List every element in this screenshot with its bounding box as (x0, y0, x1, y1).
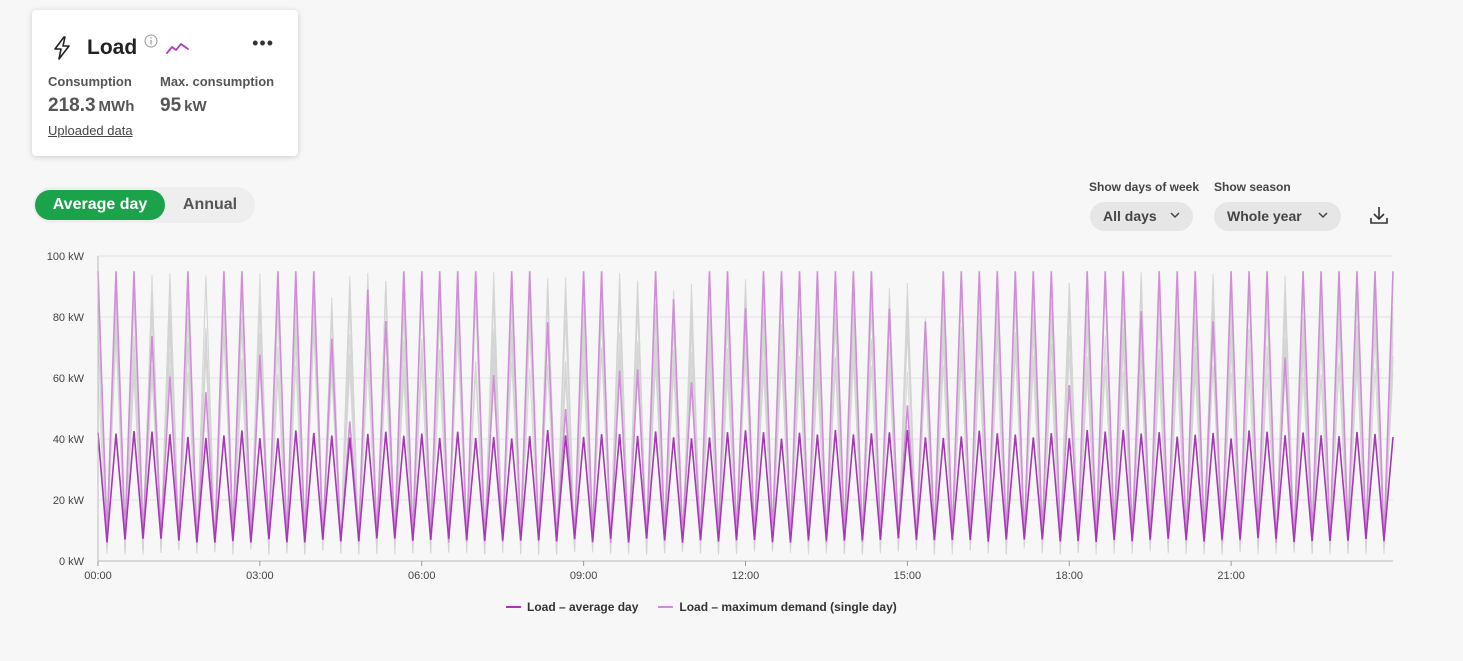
background-day-line (97, 273, 1394, 555)
series-maximum-demand-line (97, 271, 1394, 543)
legend-swatch-average (506, 606, 521, 608)
bolt-icon (54, 36, 70, 60)
x-tick-label: 12:00 (732, 570, 760, 582)
y-axis: 0 kW 20 kW 40 kW 60 kW 80 kW 100 kW (47, 251, 99, 568)
y-tick-label: 40 kW (53, 434, 85, 446)
legend-item-average[interactable]: Load – average day (506, 600, 638, 614)
x-axis: 00:00 03:00 06:00 09:00 12:00 15:00 18:00 21:00 (84, 561, 1245, 582)
x-tick-label: 00:00 (84, 570, 112, 582)
more-icon[interactable]: ••• (252, 33, 274, 53)
max-consumption-label: Max. consumption (160, 74, 275, 89)
consumption-label: Consumption (48, 74, 132, 89)
max-consumption-metric: Max. consumption 95 kW (160, 74, 274, 117)
trend-icon (166, 43, 190, 54)
y-tick-label: 0 kW (59, 556, 85, 568)
card-header: Load (52, 34, 190, 60)
series-average-day-line (97, 429, 1394, 543)
tab-annual[interactable]: Annual (182, 196, 238, 213)
x-tick-label: 21:00 (1217, 570, 1245, 582)
consumption-unit: MWh (98, 98, 135, 115)
x-tick-label: 03:00 (246, 570, 274, 582)
y-tick-label: 60 kW (53, 373, 85, 385)
x-tick-label: 06:00 (408, 570, 436, 582)
max-consumption-unit: kW (184, 98, 207, 115)
x-tick-label: 09:00 (570, 570, 598, 582)
legend-swatch-maximum (658, 606, 674, 608)
chart-legend: Load – average day Load – maximum demand… (506, 600, 917, 614)
card-title: Load (87, 36, 138, 59)
y-tick-label: 20 kW (53, 495, 85, 507)
legend-label-average: Load – average day (527, 600, 639, 614)
x-tick-label: 18:00 (1055, 570, 1083, 582)
view-toggle: Average day Annual (33, 187, 255, 223)
days-select-value: All days (1103, 208, 1157, 224)
consumption-value: 218.3 MWh (48, 95, 134, 117)
legend-item-maximum[interactable]: Load – maximum demand (single day) (658, 600, 897, 614)
download-icon[interactable] (1369, 205, 1389, 225)
chevron-down-icon (1318, 212, 1328, 219)
consumption-number: 218.3 (48, 95, 96, 116)
chevron-down-icon (1170, 212, 1180, 219)
days-select[interactable]: All days (1090, 202, 1193, 231)
max-consumption-number: 95 (160, 95, 182, 116)
consumption-metric: Consumption 218.3 MWh (48, 74, 134, 117)
tab-average-day[interactable]: Average day (35, 190, 165, 220)
max-consumption-value: 95 kW (160, 95, 274, 117)
y-tick-label: 80 kW (53, 312, 85, 324)
x-tick-label: 15:00 (894, 570, 922, 582)
uploaded-data-link[interactable]: Uploaded data (48, 123, 133, 138)
info-icon[interactable] (144, 34, 158, 48)
season-select[interactable]: Whole year (1214, 202, 1341, 231)
days-filter-label: Show days of week (1089, 180, 1200, 194)
load-card: Load ••• Consumption 218.3 MWh Max. consu… (32, 10, 298, 156)
legend-label-maximum: Load – maximum demand (single day) (679, 600, 897, 614)
y-tick-label: 100 kW (47, 251, 85, 263)
season-select-value: Whole year (1227, 208, 1302, 224)
load-chart: 0 kW 20 kW 40 kW 60 kW 80 kW 100 kW 00:00 03:0… (47, 251, 1394, 582)
season-filter-label: Show season (1214, 180, 1291, 194)
